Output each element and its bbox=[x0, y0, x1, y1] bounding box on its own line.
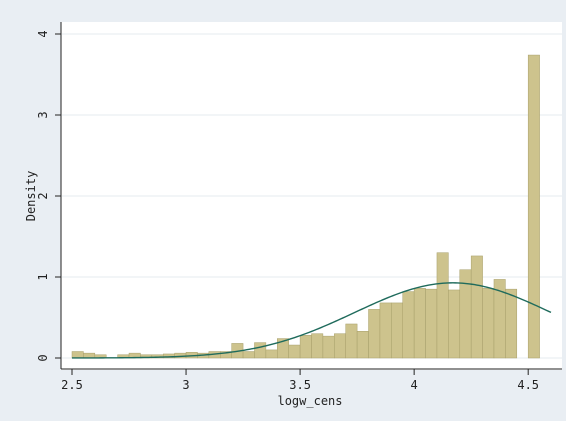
x-tick-label: 4 bbox=[411, 378, 418, 392]
histogram-bar bbox=[470, 255, 483, 359]
histogram-bar bbox=[436, 252, 449, 359]
histogram-bar bbox=[527, 54, 540, 359]
x-axis-label: logw_cens bbox=[277, 394, 342, 408]
y-tick-label: 2 bbox=[36, 192, 50, 199]
histogram-bar bbox=[311, 333, 324, 359]
histogram-bar bbox=[413, 288, 426, 359]
histogram-bar bbox=[379, 302, 392, 359]
y-tick-label: 3 bbox=[36, 111, 50, 118]
histogram-bar bbox=[402, 291, 415, 359]
normal-density-curve bbox=[72, 282, 552, 359]
y-axis-label: Density bbox=[24, 171, 38, 222]
histogram-bars bbox=[71, 54, 540, 359]
histogram-bar bbox=[71, 351, 84, 359]
density-curve-layer bbox=[72, 282, 552, 359]
histogram-bar bbox=[356, 331, 369, 359]
histogram-bar bbox=[482, 288, 495, 359]
histogram-bar bbox=[425, 288, 438, 359]
y-tick-label: 4 bbox=[36, 30, 50, 37]
histogram-bar bbox=[265, 349, 278, 359]
y-tick-label: 1 bbox=[36, 273, 50, 280]
x-tick-label: 3.5 bbox=[289, 378, 311, 392]
histogram-bar bbox=[299, 335, 312, 359]
x-tick-label: 2.5 bbox=[61, 378, 83, 392]
histogram-bar bbox=[368, 309, 381, 359]
x-tick-label: 4.5 bbox=[517, 378, 539, 392]
ticks: 2.5 3 3.5 4 4.5 0 1 2 3 4 bbox=[36, 30, 539, 392]
histogram-bar bbox=[448, 289, 461, 359]
histogram-bar bbox=[345, 323, 358, 359]
histogram-bar bbox=[505, 288, 518, 359]
histogram-bar bbox=[288, 344, 301, 359]
histogram-bar bbox=[322, 335, 335, 359]
histogram-bar bbox=[391, 302, 403, 359]
histogram-bar bbox=[254, 342, 267, 359]
y-tick-label: 0 bbox=[36, 354, 50, 361]
x-tick-label: 3 bbox=[182, 378, 189, 392]
histogram-bar bbox=[242, 351, 255, 359]
histogram-bar bbox=[334, 333, 346, 359]
